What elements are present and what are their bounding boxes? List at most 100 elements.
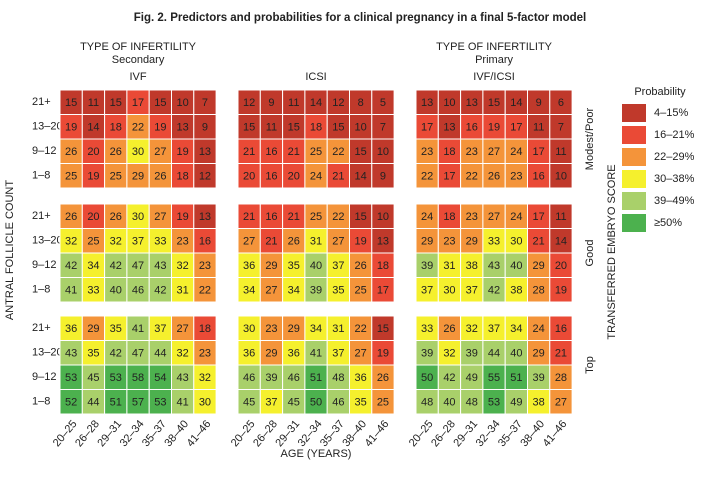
cell-label: 14 bbox=[555, 236, 567, 248]
cell-label: 19 bbox=[488, 122, 500, 134]
cell-label: 42 bbox=[154, 285, 166, 297]
cell-label: 35 bbox=[288, 260, 300, 272]
cell-label: 17 bbox=[132, 97, 144, 109]
cell-label: 44 bbox=[154, 348, 166, 360]
column-group: TYPE OF INFERTILITY bbox=[80, 41, 197, 53]
cell-label: 20 bbox=[87, 146, 99, 158]
cell-label: 29 bbox=[265, 260, 277, 272]
cell-label: 25 bbox=[65, 171, 77, 183]
cell-label: 20 bbox=[243, 171, 255, 183]
y-tick-label: 9–12 bbox=[32, 259, 56, 271]
cell-label: 12 bbox=[199, 171, 211, 183]
cell-label: 10 bbox=[177, 97, 189, 109]
cell-label: 49 bbox=[510, 397, 522, 409]
cell-label: 50 bbox=[421, 372, 433, 384]
cell-label: 10 bbox=[355, 122, 367, 134]
cell-label: 21 bbox=[265, 236, 277, 248]
cell-label: 51 bbox=[510, 372, 522, 384]
cell-label: 27 bbox=[154, 211, 166, 223]
cell-label: 32 bbox=[199, 372, 211, 384]
cell-label: 32 bbox=[177, 348, 189, 360]
cell-label: 50 bbox=[310, 397, 322, 409]
cell-label: 32 bbox=[177, 260, 189, 272]
cell-label: 25 bbox=[87, 236, 99, 248]
legend-label: 22–29% bbox=[654, 151, 695, 163]
cell-label: 15 bbox=[377, 323, 389, 335]
cell-label: 34 bbox=[87, 260, 99, 272]
cell-label: 39 bbox=[265, 372, 277, 384]
cell-label: 10 bbox=[443, 97, 455, 109]
cell-label: 31 bbox=[332, 323, 344, 335]
cell-label: 9 bbox=[202, 122, 208, 134]
cell-label: 18 bbox=[443, 146, 455, 158]
cell-label: 36 bbox=[243, 348, 255, 360]
cell-label: 39 bbox=[421, 260, 433, 272]
cell-label: 29 bbox=[533, 260, 545, 272]
cell-label: 17 bbox=[377, 285, 389, 297]
cell-label: 20 bbox=[288, 171, 300, 183]
cell-label: 19 bbox=[65, 122, 77, 134]
cell-label: 17 bbox=[421, 122, 433, 134]
cell-label: 26 bbox=[288, 236, 300, 248]
cell-label: 19 bbox=[87, 171, 99, 183]
cell-label: 37 bbox=[466, 285, 478, 297]
y-tick-label: 21+ bbox=[32, 210, 51, 222]
cell-label: 27 bbox=[154, 146, 166, 158]
cell-label: 41 bbox=[310, 348, 322, 360]
cell-label: 18 bbox=[310, 122, 322, 134]
cell bbox=[371, 389, 395, 415]
cell-label: 33 bbox=[154, 236, 166, 248]
cell-label: 25 bbox=[110, 171, 122, 183]
cell-label: 22 bbox=[355, 323, 367, 335]
cell-label: 41 bbox=[132, 323, 144, 335]
x-tick-label: 41–46 bbox=[185, 418, 214, 449]
cell-label: 46 bbox=[332, 397, 344, 409]
cell-label: 18 bbox=[443, 211, 455, 223]
y-tick-label: 1–8 bbox=[32, 170, 50, 182]
column-subgroup: Primary bbox=[475, 54, 513, 66]
cell-label: 17 bbox=[533, 146, 545, 158]
legend-label: ≥50% bbox=[654, 217, 682, 229]
cell-label: 29 bbox=[265, 348, 277, 360]
cell-label: 29 bbox=[533, 348, 545, 360]
cell-label: 30 bbox=[443, 285, 455, 297]
cell-label: 53 bbox=[154, 397, 166, 409]
cell-label: 8 bbox=[358, 97, 364, 109]
cell-label: 39 bbox=[310, 285, 322, 297]
cell-label: 37 bbox=[332, 348, 344, 360]
cell-label: 25 bbox=[377, 397, 389, 409]
cell-label: 49 bbox=[466, 372, 478, 384]
cell-label: 21 bbox=[533, 236, 545, 248]
column-header: IVF/ICSI bbox=[473, 71, 515, 83]
cell-label: 11 bbox=[88, 97, 99, 109]
y-tick-label: 9–12 bbox=[32, 371, 56, 383]
cell-label: 17 bbox=[443, 171, 455, 183]
cell-label: 25 bbox=[310, 211, 322, 223]
cell-label: 23 bbox=[466, 146, 478, 158]
cell-label: 27 bbox=[488, 211, 500, 223]
cell-label: 27 bbox=[355, 348, 367, 360]
cell-label: 13 bbox=[199, 211, 211, 223]
cell-label: 28 bbox=[555, 372, 567, 384]
cell-label: 32 bbox=[466, 323, 478, 335]
cell-label: 42 bbox=[110, 348, 122, 360]
legend-swatch bbox=[622, 214, 646, 232]
cell-label: 11 bbox=[288, 97, 299, 109]
cell-label: 42 bbox=[110, 260, 122, 272]
cell-label: 30 bbox=[510, 236, 522, 248]
cell bbox=[193, 277, 217, 303]
cell-label: 24 bbox=[533, 323, 545, 335]
cell-label: 32 bbox=[110, 236, 122, 248]
cell-label: 33 bbox=[421, 323, 433, 335]
cell-label: 43 bbox=[154, 260, 166, 272]
cell-label: 24 bbox=[510, 146, 522, 158]
y-tick-label: 1–8 bbox=[32, 396, 50, 408]
cell-label: 13 bbox=[377, 236, 389, 248]
cell-label: 31 bbox=[177, 285, 189, 297]
cell-label: 7 bbox=[558, 122, 564, 134]
cell-label: 13 bbox=[199, 146, 211, 158]
cell-label: 32 bbox=[65, 236, 77, 248]
cell-label: 39 bbox=[533, 372, 545, 384]
cell-label: 28 bbox=[533, 285, 545, 297]
cell-label: 43 bbox=[488, 260, 500, 272]
